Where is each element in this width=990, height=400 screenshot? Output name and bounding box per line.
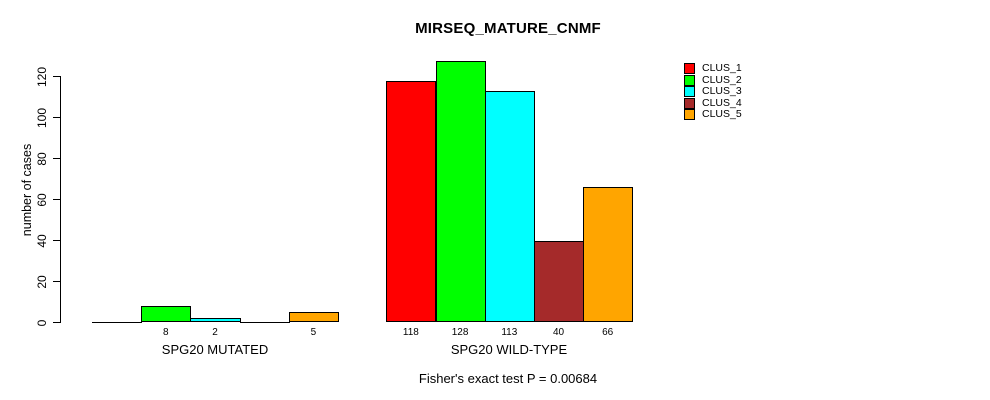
group-label-mutated: SPG20 MUTATED <box>161 342 269 357</box>
legend-label: CLUS_5 <box>702 108 742 120</box>
zero-bar-line-clus-1-group1 <box>92 322 143 323</box>
bar-value-label: 8 <box>163 327 169 338</box>
bar-value-label: 40 <box>552 327 565 338</box>
legend-row: CLUS_5 <box>684 109 742 120</box>
y-tick <box>53 76 61 78</box>
bar-clus-2-group1 <box>141 306 192 323</box>
y-tick <box>53 322 61 323</box>
legend-row: CLUS_3 <box>684 86 742 97</box>
bar-clus-4-group2 <box>533 240 585 323</box>
legend-label: CLUS_1 <box>702 62 742 74</box>
bar-clus-3-group1 <box>190 318 241 323</box>
legend-row: CLUS_2 <box>684 73 742 86</box>
legend-swatch-clus-2 <box>684 74 695 86</box>
y-tick <box>53 199 61 201</box>
bar-value-label: 128 <box>451 327 469 338</box>
bar-clus-1-group2 <box>386 80 437 323</box>
bar-clus-3-group2 <box>484 91 535 323</box>
legend-label: CLUS_4 <box>702 96 742 109</box>
legend-swatch-clus-5 <box>684 109 695 120</box>
legend-swatch-clus-3 <box>684 86 695 97</box>
bar-value-label: 5 <box>310 327 317 338</box>
fisher-test-annotation: Fisher's exact test P = 0.00684 <box>418 371 598 386</box>
y-tick <box>53 240 61 242</box>
bar-value-label: 118 <box>402 327 419 338</box>
y-tick <box>53 158 61 160</box>
bar-clus-5-group2 <box>583 187 634 323</box>
legend-row: CLUS_1 <box>684 63 742 74</box>
y-tick-label: 100 <box>35 107 49 128</box>
legend: CLUS_1 CLUS_2 CLUS_3 CLUS_4 CLUS_5 <box>684 63 742 121</box>
legend-swatch-clus-1 <box>684 63 695 74</box>
zero-bar-line-clus-4-group1 <box>239 322 290 323</box>
y-tick-label: 20 <box>35 274 49 289</box>
y-tick-label: 120 <box>35 66 49 87</box>
y-tick <box>53 281 61 283</box>
y-tick-label: 40 <box>35 233 49 248</box>
bar-value-label: 113 <box>501 327 518 338</box>
bar-clus-5-group1 <box>288 312 339 323</box>
bar-clus-2-group2 <box>435 60 486 323</box>
y-tick-label: 60 <box>35 193 49 207</box>
group-label-wild-type: SPG20 WILD-TYPE <box>450 342 568 357</box>
legend-row: CLUS_4 <box>684 96 742 109</box>
legend-label: CLUS_2 <box>702 73 742 86</box>
y-tick-label: 0 <box>35 319 49 326</box>
legend-swatch-clus-4 <box>684 97 695 109</box>
bar-value-label: 2 <box>212 327 218 338</box>
y-tick <box>53 117 61 119</box>
bar-value-label: 66 <box>602 327 614 338</box>
chart-title: MIRSEQ_MATURE_CNMF <box>415 20 601 37</box>
y-tick-label: 80 <box>35 152 49 166</box>
legend-label: CLUS_3 <box>702 85 742 97</box>
